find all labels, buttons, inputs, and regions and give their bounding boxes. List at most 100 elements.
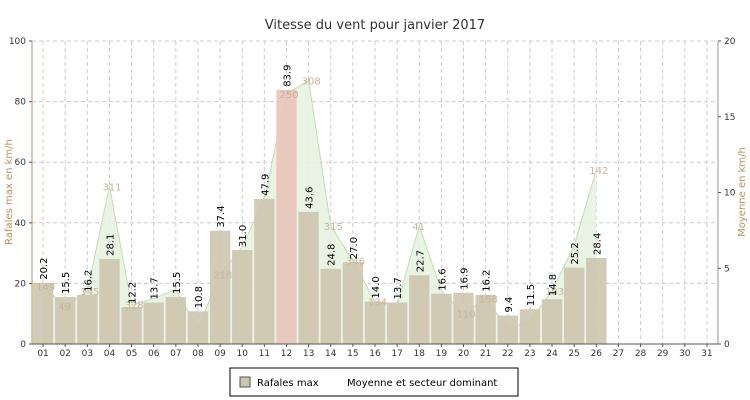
gust-bars	[32, 89, 607, 345]
bar-day-08	[187, 311, 209, 344]
bar-day-05	[121, 307, 142, 344]
x-tick-label-08: 08	[192, 349, 204, 359]
y-tick-left-label: 100	[9, 37, 26, 47]
bar-day-12	[276, 89, 297, 345]
x-tick-label-15: 15	[347, 349, 358, 359]
y-tick-left-label: 60	[15, 158, 27, 168]
bar-value-label-06: 13.7	[150, 277, 161, 299]
bar-day-14	[320, 268, 341, 344]
legend-label-gusts: Rafales max	[257, 378, 319, 389]
y-tick-right-label: 10	[724, 189, 736, 199]
bar-day-20	[453, 292, 474, 344]
x-tick-label-05: 05	[126, 349, 137, 359]
x-tick-label-13: 13	[303, 349, 314, 359]
x-tick-label-09: 09	[214, 349, 226, 359]
x-tick-label-01: 01	[37, 349, 48, 359]
direction-label-24: 183	[545, 287, 564, 298]
direction-label-16: 134	[368, 298, 387, 309]
x-tick-label-10: 10	[236, 349, 248, 359]
x-tick-label-22: 22	[502, 349, 513, 359]
bar-value-label-22: 9.4	[504, 297, 515, 313]
y-tick-right-label: 20	[724, 37, 736, 47]
x-tick-label-06: 06	[148, 349, 160, 359]
x-tick-label-11: 11	[259, 349, 270, 359]
x-tick-label-21: 21	[480, 349, 491, 359]
direction-label-14: 315	[324, 222, 343, 233]
direction-label-04: 311	[102, 182, 121, 193]
bar-day-13	[298, 211, 319, 344]
x-tick-label-30: 30	[679, 349, 691, 359]
direction-label-26: 142	[589, 166, 608, 177]
x-tick-label-12: 12	[281, 349, 292, 359]
x-tick-label-28: 28	[635, 349, 647, 359]
bar-value-label-02: 15.5	[61, 272, 72, 294]
x-tick-label-16: 16	[369, 349, 381, 359]
bar-day-16	[364, 301, 386, 344]
y-tick-right-label: 0	[724, 340, 730, 350]
bar-day-09	[209, 230, 231, 344]
y-tick-left-label: 0	[20, 340, 26, 350]
bar-day-24	[541, 299, 563, 344]
bar-day-02	[55, 297, 76, 344]
bar-day-07	[165, 297, 187, 344]
x-tick-label-24: 24	[546, 349, 558, 359]
x-tick-label-25: 25	[568, 349, 579, 359]
bar-value-label-14: 24.8	[327, 244, 338, 266]
x-tick-label-14: 14	[325, 349, 337, 359]
legend-swatch-gusts	[239, 376, 251, 388]
bar-day-06	[143, 302, 164, 344]
bar-value-label-24: 14.8	[548, 274, 559, 296]
x-tick-label-20: 20	[458, 349, 470, 359]
bar-value-label-08: 10.8	[194, 286, 205, 308]
bar-value-label-09: 37.4	[216, 205, 227, 227]
average-area	[43, 80, 597, 344]
bar-value-label-20: 16.9	[460, 268, 471, 290]
bar-value-label-04: 28.1	[105, 234, 116, 256]
x-tick-label-18: 18	[414, 349, 426, 359]
bar-day-11	[254, 198, 275, 344]
x-tick-label-02: 02	[59, 349, 70, 359]
y-axis-right-title: Moyenne en km/h	[737, 147, 748, 237]
bar-value-label-07: 15.5	[172, 272, 183, 294]
chart-title: Vitesse du vent pour janvier 2017	[265, 18, 485, 33]
bar-day-26	[586, 257, 607, 344]
legend-label-average: Moyenne et secteur dominant	[347, 378, 497, 389]
y-axis-left-title: Rafales max en km/h	[4, 139, 15, 245]
bar-value-label-13: 43.6	[305, 187, 316, 209]
direction-label-09: 218	[213, 270, 232, 281]
direction-label-15: 346	[346, 257, 365, 268]
x-tick-label-31: 31	[701, 349, 712, 359]
bar-value-label-05: 12.2	[128, 282, 139, 304]
x-tick-label-29: 29	[657, 349, 669, 359]
direction-label-20: 110	[457, 310, 476, 321]
bar-value-label-26: 28.4	[592, 233, 603, 255]
bar-value-label-21: 16.2	[482, 270, 493, 292]
x-tick-label-23: 23	[524, 349, 535, 359]
bar-value-labels: 20.2 15.5 16.2 28.1 12.2 13.7 15.5 10.8 37.4 31.0…	[39, 65, 603, 313]
bar-day-04	[99, 258, 120, 344]
y-tick-left-label: 80	[15, 98, 27, 108]
y-tick-right-label: 15	[724, 113, 735, 123]
bar-day-21	[475, 294, 496, 344]
bar-value-label-11: 47.9	[260, 174, 271, 196]
bar-value-label-15: 27.0	[349, 237, 360, 259]
y-tick-left-label: 40	[15, 219, 27, 229]
bar-day-25	[563, 267, 585, 344]
y-tick-left-label: 20	[15, 279, 27, 289]
bar-value-label-01: 20.2	[39, 258, 50, 280]
bar-value-label-03: 16.2	[83, 270, 94, 292]
bar-value-label-10: 31.0	[238, 225, 249, 247]
bar-value-label-19: 16.6	[437, 268, 448, 290]
legend: Rafales max Moyenne et secteur dominant	[229, 367, 519, 397]
direction-label-18: 41	[412, 222, 425, 233]
bar-value-label-23: 11.5	[526, 284, 537, 306]
y-tick-right-label: 5	[724, 264, 730, 274]
direction-label-01: 149	[36, 282, 55, 293]
bar-value-label-25: 25.2	[570, 242, 581, 264]
bar-day-17	[386, 302, 408, 344]
direction-label-21: 158	[479, 295, 498, 306]
bar-value-label-12: 83.9	[282, 65, 293, 87]
direction-label-02: 49	[58, 302, 71, 313]
